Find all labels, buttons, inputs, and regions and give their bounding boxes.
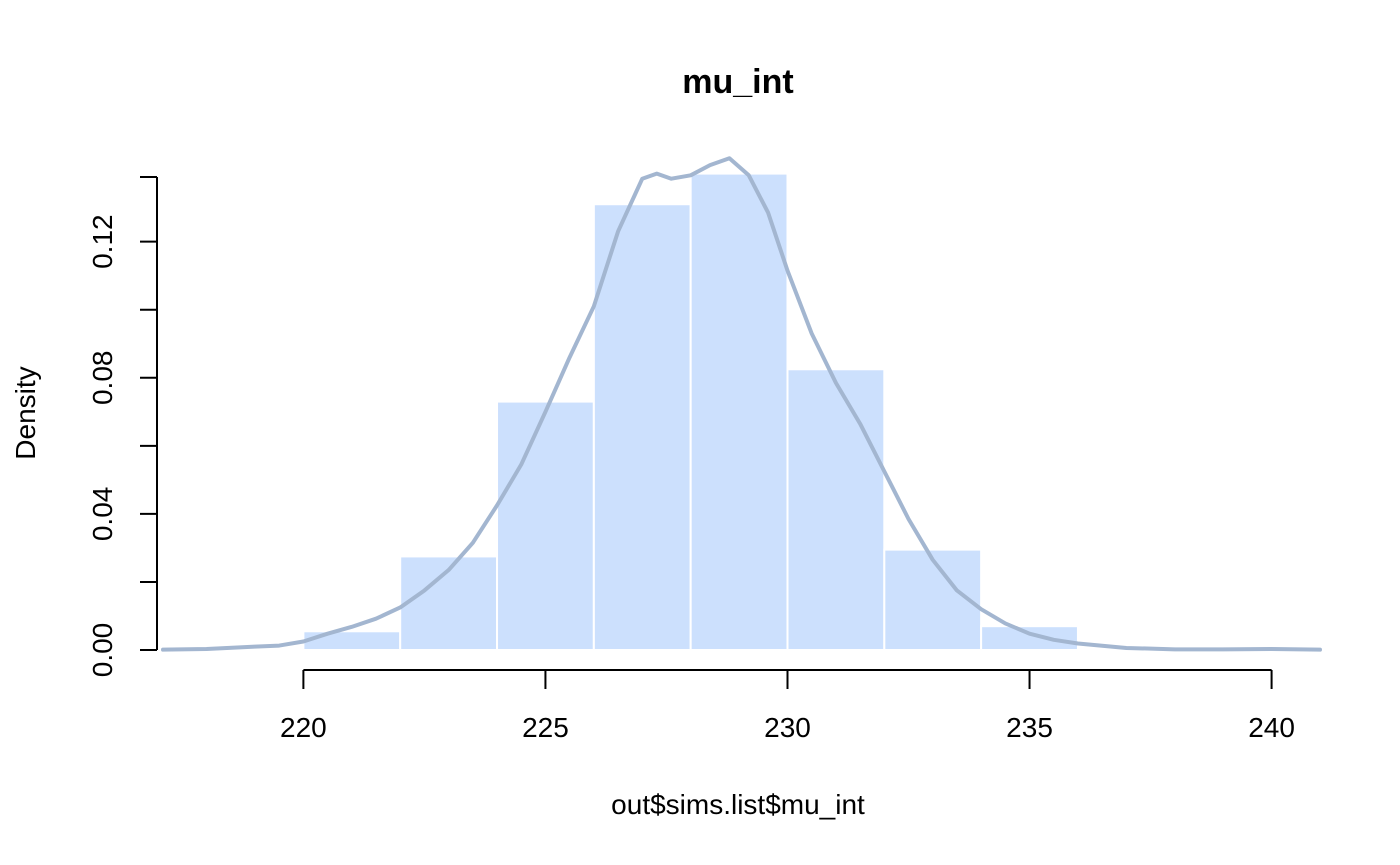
histogram-bars [302,172,1079,652]
histogram-bar [689,172,789,651]
y-axis-label: Density [10,366,41,459]
chart-title: mu_int [682,63,793,101]
histogram-bar [786,368,886,651]
y-tick-label: 0.08 [87,351,118,406]
y-axis: 0.00 0.04 0.08 0.12 [87,176,158,678]
x-tick-label: 235 [1006,712,1053,743]
histogram-bar [496,400,595,651]
y-tick-label: 0.12 [87,214,118,268]
density-curve [161,156,1322,652]
histogram-bar [592,203,692,651]
histogram-bar [980,625,1079,652]
x-tick-label: 230 [764,712,811,743]
x-tick-label: 220 [280,712,327,743]
x-tick-label: 225 [522,712,569,743]
x-axis: 220 225 230 235 240 [280,669,1295,743]
histogram-bar [302,630,402,652]
y-tick-label: 0.04 [87,487,118,542]
x-tick-label: 240 [1248,712,1295,743]
y-tick-label: 0.00 [87,623,118,678]
x-axis-label: out$sims.list$mu_int [611,789,865,820]
histogram-bar [883,548,983,652]
